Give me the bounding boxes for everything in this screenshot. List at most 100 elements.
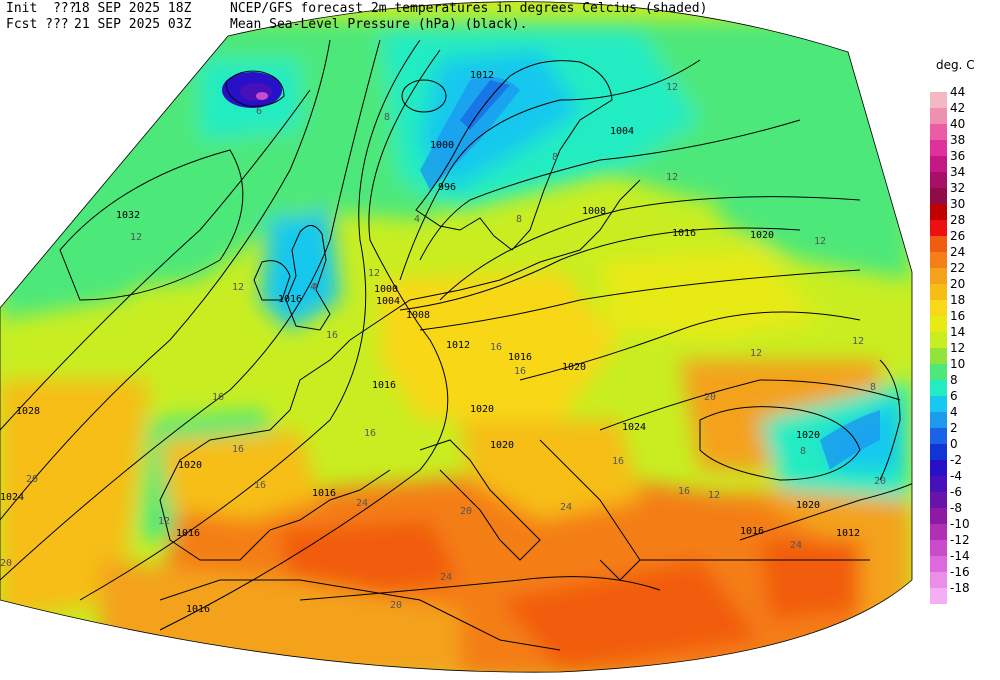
temp-label: 8 (516, 214, 522, 225)
legend-swatch (930, 156, 947, 172)
legend-row: 36 (930, 149, 1000, 172)
isobar-label: 1020 (490, 440, 514, 451)
temp-label: 20 (26, 474, 38, 485)
legend-row: 40 (930, 117, 1000, 140)
legend-row: 12 (930, 341, 1000, 364)
temp-label: 12 (750, 348, 762, 359)
isobar-label: 1012 (446, 340, 470, 351)
legend-swatch (930, 588, 947, 604)
legend-row: 0 (930, 437, 1000, 460)
legend-label: 36 (950, 149, 966, 163)
legend-row: 10 (930, 357, 1000, 380)
temp-label: 12 (158, 516, 170, 527)
legend-label: -4 (950, 469, 962, 483)
legend-row: 8 (930, 373, 1000, 396)
legend-swatch (930, 476, 947, 492)
legend-row: -2 (930, 453, 1000, 476)
temp-label: 12 (814, 236, 826, 247)
legend-label: 10 (950, 357, 966, 371)
legend-swatch (930, 236, 947, 252)
temp-label: 20 (704, 392, 716, 403)
legend-swatch (930, 332, 947, 348)
legend-swatch (930, 284, 947, 300)
map-subtitle: Mean Sea-Level Pressure (hPa) (black). (230, 17, 528, 32)
init-time: 18 SEP 2025 18Z (74, 1, 192, 16)
legend-label: 28 (950, 213, 966, 227)
legend-label: 12 (950, 341, 966, 355)
legend-label: 34 (950, 165, 966, 179)
legend-row: -10 (930, 517, 1000, 540)
isobar-label: 1004 (610, 126, 634, 137)
legend-row: 34 (930, 165, 1000, 188)
temp-label: 8 (384, 112, 390, 123)
isobar-label: 1020 (178, 460, 202, 471)
isobar-label: 1016 (176, 528, 200, 539)
legend-swatch (930, 396, 947, 412)
legend-label: 44 (950, 85, 966, 99)
legend-row: 20 (930, 277, 1000, 300)
legend-row: 24 (930, 245, 1000, 268)
temp-label: 16 (326, 330, 338, 341)
legend-row: 22 (930, 261, 1000, 284)
temp-label: 16 (514, 366, 526, 377)
isobar-label: 1000 (374, 284, 398, 295)
legend-row: -8 (930, 501, 1000, 524)
legend-label: 4 (950, 405, 958, 419)
isobar-label: 1016 (186, 604, 210, 615)
legend-title: deg. C (936, 58, 975, 72)
temp-label: 8 (800, 446, 806, 457)
legend-row: 42 (930, 101, 1000, 124)
legend-label: 24 (950, 245, 966, 259)
temp-label: 24 (356, 498, 368, 509)
isobar-label: 1020 (796, 430, 820, 441)
legend-row: 28 (930, 213, 1000, 236)
legend-label: 30 (950, 197, 966, 211)
temp-label: 12 (852, 336, 864, 347)
legend-swatch (930, 348, 947, 364)
legend-swatch (930, 540, 947, 556)
temp-label: 16 (678, 486, 690, 497)
legend-label: -12 (950, 533, 970, 547)
legend-swatch (930, 188, 947, 204)
temp-label: 16 (232, 444, 244, 455)
forecast-time: 21 SEP 2025 03Z (74, 17, 192, 32)
legend-swatch (930, 460, 947, 476)
isobar-label: 1016 (278, 294, 302, 305)
legend-row: 30 (930, 197, 1000, 220)
isobar-label: 1012 (470, 70, 494, 81)
isobar-label: 1016 (740, 526, 764, 537)
legend-swatch (930, 444, 947, 460)
legend-swatch (930, 524, 947, 540)
legend-swatch (930, 172, 947, 188)
map-title: NCEP/GFS forecast 2m temperatures in deg… (230, 1, 708, 16)
isobar-label: 1000 (430, 140, 454, 151)
isobar-label: 1016 (672, 228, 696, 239)
temp-label: 4 (310, 282, 316, 293)
legend-label: 2 (950, 421, 958, 435)
temp-label: 24 (560, 502, 572, 513)
legend-label: 20 (950, 277, 966, 291)
temp-label: 24 (790, 540, 802, 551)
legend-swatch (930, 300, 947, 316)
legend-row: 4 (930, 405, 1000, 428)
legend-swatch (930, 204, 947, 220)
legend-row: 2 (930, 421, 1000, 444)
legend-label: 42 (950, 101, 966, 115)
legend-label: 6 (950, 389, 958, 403)
legend-row: 44 (930, 85, 1000, 108)
legend-row: -18 (930, 581, 1000, 604)
temp-label: 4 (312, 282, 318, 293)
temp-label: 12 (708, 490, 720, 501)
legend-swatch (930, 556, 947, 572)
temp-label: 12 (130, 232, 142, 243)
legend-swatch (930, 124, 947, 140)
legend-row: -14 (930, 549, 1000, 572)
legend-swatch (930, 364, 947, 380)
legend-swatch (930, 508, 947, 524)
legend-label: 0 (950, 437, 958, 451)
temp-label: 16 (254, 480, 266, 491)
temp-label: 24 (440, 572, 452, 583)
legend-swatch (930, 268, 947, 284)
legend-row: 18 (930, 293, 1000, 316)
legend-row: 38 (930, 133, 1000, 156)
